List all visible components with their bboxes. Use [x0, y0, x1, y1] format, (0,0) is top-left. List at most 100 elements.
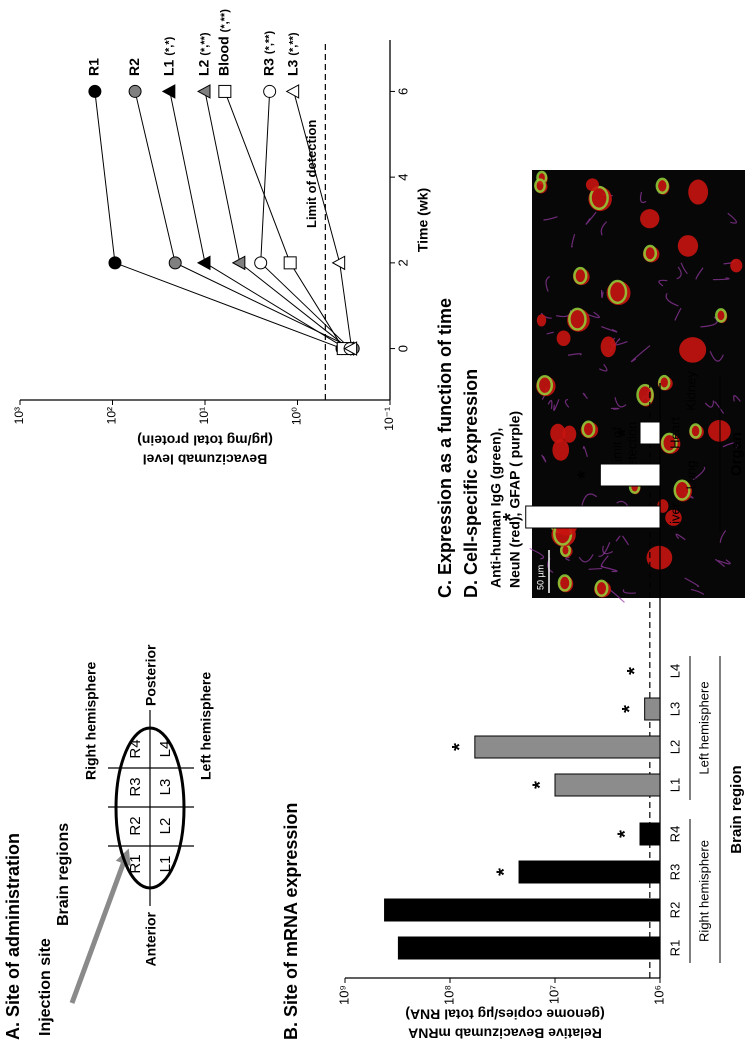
glia-process	[690, 588, 705, 595]
glia-process	[543, 216, 558, 221]
glia-process	[658, 279, 668, 287]
region-label: R1	[127, 854, 144, 873]
bar	[474, 735, 661, 759]
glia-process	[601, 566, 618, 573]
neuron	[640, 209, 660, 229]
series-significance: (*,**)	[288, 32, 300, 56]
x-tick-label: 4	[395, 174, 410, 181]
neuron	[600, 336, 616, 358]
anterior-label: Anterior	[143, 911, 159, 966]
region-label: L4	[157, 741, 174, 758]
x-tick-label: Heart	[667, 417, 682, 449]
igg-signal	[607, 279, 628, 305]
glia-process	[615, 535, 621, 542]
y-tick-label: 10⁸	[441, 985, 456, 1005]
injection-arrow	[69, 848, 131, 1004]
igg-signal	[655, 177, 669, 195]
glia-process	[602, 545, 614, 555]
igg-signal	[557, 574, 572, 592]
igg-signal	[658, 374, 671, 391]
significance-marker: *	[500, 513, 522, 521]
neuron	[562, 425, 577, 443]
y-axis-label: Relative Bevacizumab mRNA	[408, 1025, 602, 1041]
x-tick-label: Liver	[667, 502, 682, 531]
regions-label: Brain regions	[55, 823, 72, 926]
neuron	[585, 178, 599, 192]
significance-marker: *	[575, 471, 597, 479]
igg-signal	[573, 266, 588, 285]
right-hemisphere-label: Right hemisphere	[83, 662, 99, 780]
significance-marker: *	[449, 743, 471, 751]
series-significance: (*,**)	[199, 32, 211, 56]
glia-process	[600, 555, 609, 568]
x-tick-label: 2	[395, 259, 410, 266]
bar	[525, 505, 661, 529]
x-tick-label: R1	[667, 940, 682, 957]
x-tick-label: Kidney	[683, 371, 698, 411]
glia-process	[610, 407, 620, 410]
x-tick-label: R4	[667, 826, 682, 843]
glia-process	[684, 577, 700, 587]
x-tick-label: 0	[395, 345, 410, 352]
igg-signal	[673, 479, 691, 501]
neuron	[536, 314, 547, 327]
y-tick-label: 10⁻¹	[382, 407, 396, 431]
x-tick-label: Lung	[683, 461, 698, 490]
igg-signal	[568, 307, 587, 331]
injection-label: Injection site	[37, 938, 54, 1036]
y-tick-label: 10¹	[197, 407, 211, 424]
glia-process	[665, 293, 679, 307]
glia-process	[630, 345, 651, 363]
panel-a-title: A. Site of administration	[3, 833, 23, 1040]
glia-process	[585, 211, 597, 225]
glia-process	[553, 399, 560, 411]
glia-process	[727, 212, 737, 224]
igg-signal	[715, 308, 727, 323]
x-tick-label: L1	[667, 778, 682, 792]
y-tick-label: 10⁶	[651, 985, 666, 1005]
glia-process	[675, 533, 686, 541]
glia-process	[582, 392, 588, 400]
neuron	[556, 330, 571, 347]
panel-d-caption: NeuN (red), GFAP ( purple)	[507, 411, 523, 588]
neuron	[688, 179, 709, 205]
glia-process	[588, 567, 602, 570]
series-line	[204, 91, 349, 349]
marker	[285, 84, 300, 99]
glia-process	[722, 442, 738, 449]
glia-process	[571, 233, 576, 248]
group-label: Brain region	[728, 765, 745, 853]
glia-process	[680, 262, 688, 275]
glia-process	[715, 558, 725, 568]
significance-marker: *	[529, 781, 551, 789]
igg-signal	[589, 185, 609, 211]
marker	[196, 255, 211, 271]
glia-process	[639, 191, 647, 204]
glia-process	[601, 326, 618, 333]
bar	[518, 860, 661, 884]
panel-d-caption: Anti-human IgG (green),	[488, 428, 504, 588]
y-axis-label: Bevacizumab level	[143, 451, 268, 467]
glia-process	[547, 399, 553, 410]
glia-process	[564, 398, 570, 408]
series-significance: (*,**)	[264, 31, 276, 55]
series-significance: (*,**)	[219, 9, 231, 33]
neuron	[708, 420, 731, 442]
glia-process	[582, 446, 588, 458]
marker	[343, 341, 358, 356]
marker	[254, 256, 268, 270]
x-tick-label: L4	[667, 664, 682, 678]
glia-process	[692, 466, 706, 481]
bar	[384, 898, 661, 922]
series-label: L1	[161, 59, 177, 76]
glia-process	[733, 395, 741, 402]
glia-process	[578, 554, 594, 563]
significance-marker: *	[619, 705, 641, 713]
igg-signal	[594, 579, 609, 597]
region-label: L3	[157, 779, 174, 796]
glia-process	[717, 559, 731, 565]
region-label: R3	[127, 777, 144, 796]
x-tick-label: 6	[395, 88, 410, 95]
marker	[196, 84, 211, 99]
